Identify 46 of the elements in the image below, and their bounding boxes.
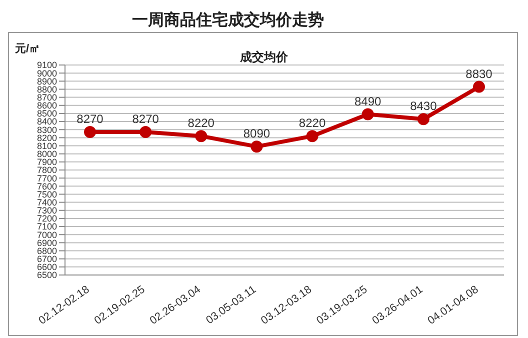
y-tick-label: 6500 xyxy=(36,270,57,280)
point xyxy=(250,140,263,153)
y-tick-label: 8800 xyxy=(36,84,57,94)
y-tick-label: 7600 xyxy=(36,181,57,192)
y-tick-label: 6900 xyxy=(36,238,57,248)
y-tick-label: 9100 xyxy=(36,60,57,70)
y-tick-label: 8300 xyxy=(36,124,57,135)
point xyxy=(306,130,318,142)
y-tick-label: 7000 xyxy=(36,230,57,240)
y-tick-label: 7400 xyxy=(36,198,57,208)
y-tick-label: 8500 xyxy=(36,108,57,119)
y-tick-label: 8000 xyxy=(36,149,57,160)
point xyxy=(417,113,430,126)
data-label: 8430 xyxy=(410,99,438,114)
y-tick-label: 7800 xyxy=(36,165,57,176)
y-tick-label: 8900 xyxy=(36,76,57,86)
y-tick-label: 8600 xyxy=(36,100,57,111)
point xyxy=(140,126,152,138)
y-tick-label: 6800 xyxy=(36,246,57,256)
y-tick-label: 7100 xyxy=(36,222,57,232)
chart-subtitle: 成交均价 xyxy=(240,50,288,64)
y-tick-label: 8200 xyxy=(36,132,57,143)
data-label: 8090 xyxy=(243,126,270,141)
point xyxy=(362,108,374,120)
y-tick-label: 7300 xyxy=(36,206,57,216)
y-axis-title: 元/㎡ xyxy=(15,42,40,56)
y-tick-label: 7900 xyxy=(36,157,57,168)
point xyxy=(84,126,96,138)
data-label: 8830 xyxy=(466,66,493,81)
point xyxy=(473,80,485,93)
y-tick-label: 7700 xyxy=(36,173,57,184)
y-tick-label: 7200 xyxy=(36,214,57,224)
data-label: 8490 xyxy=(354,94,382,108)
data-label: 8220 xyxy=(188,116,215,130)
y-tick-label: 7500 xyxy=(36,189,57,200)
data-label: 8270 xyxy=(76,112,104,126)
y-tick-label: 8400 xyxy=(36,116,57,127)
point xyxy=(195,130,208,142)
y-tick-label: 6600 xyxy=(36,262,57,272)
data-label: 8220 xyxy=(298,116,326,130)
y-tick-label: 8700 xyxy=(36,92,57,103)
y-tick-label: 8100 xyxy=(36,140,57,151)
y-tick-label: 6700 xyxy=(36,254,57,264)
data-label: 8270 xyxy=(132,112,160,126)
y-tick-label: 9000 xyxy=(36,68,57,78)
chart-title: 一周商品住宅成交均价走势 xyxy=(131,10,325,31)
